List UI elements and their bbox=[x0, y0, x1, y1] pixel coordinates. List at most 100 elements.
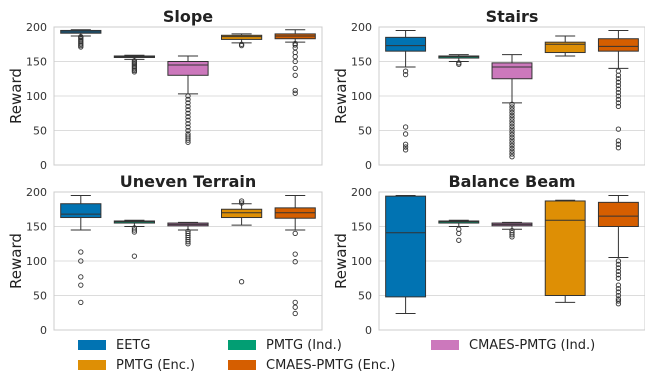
outlier-point bbox=[509, 101, 515, 107]
outlier-point bbox=[615, 289, 622, 295]
y-tick-label: 100 bbox=[351, 255, 372, 268]
outlier-point bbox=[292, 310, 298, 317]
outlier-point bbox=[402, 71, 409, 78]
box-body bbox=[60, 203, 102, 219]
box-cmaes-pmtg-enc bbox=[274, 194, 316, 317]
outlier-point bbox=[185, 117, 191, 123]
y-tick-label: 100 bbox=[26, 90, 47, 103]
legend-item-eetg: EETG bbox=[78, 337, 150, 353]
outlier-point bbox=[615, 141, 622, 147]
box-body bbox=[597, 201, 639, 228]
box-cmaes-pmtg-ind bbox=[491, 221, 533, 240]
legend-item-pmtg-ind: PMTG (Ind.) bbox=[228, 337, 342, 353]
box-pmtg-enc bbox=[221, 33, 263, 49]
box-body bbox=[597, 38, 639, 52]
outlier-point bbox=[78, 299, 84, 306]
box-body bbox=[385, 195, 427, 298]
outlier-point bbox=[131, 69, 138, 75]
outlier-point bbox=[185, 110, 191, 116]
outlier-point bbox=[78, 249, 84, 255]
outlier-point bbox=[509, 137, 515, 143]
outlier-point bbox=[509, 234, 515, 240]
outlier-point bbox=[185, 100, 191, 106]
plot-frame bbox=[53, 26, 323, 166]
outlier-point bbox=[615, 298, 622, 304]
outlier-point bbox=[185, 107, 191, 113]
outlier-point bbox=[615, 285, 622, 292]
outlier-point bbox=[509, 148, 515, 154]
outlier-point bbox=[615, 261, 622, 268]
outlier-point bbox=[509, 126, 515, 132]
outlier-point bbox=[615, 89, 622, 96]
y-tick-label: 100 bbox=[26, 255, 47, 268]
outlier-point bbox=[509, 232, 515, 238]
outlier-point bbox=[509, 118, 515, 124]
legend-swatch-cmaes-pmtg-enc bbox=[228, 360, 256, 370]
outlier-point bbox=[615, 96, 622, 103]
box-pmtg-enc bbox=[221, 198, 263, 285]
outlier-point bbox=[185, 139, 191, 145]
box-pmtg-ind bbox=[438, 219, 480, 243]
box-cmaes-pmtg-enc bbox=[274, 29, 316, 96]
outlier-point bbox=[292, 299, 298, 306]
outlier-point bbox=[238, 200, 245, 206]
outlier-point bbox=[456, 61, 462, 67]
outlier-point bbox=[615, 93, 622, 99]
box-body bbox=[544, 41, 586, 54]
outlier-point bbox=[615, 282, 622, 288]
y-tick-label: 150 bbox=[351, 56, 372, 69]
panel-title: Slope bbox=[163, 7, 213, 26]
panel-uneven-terrain: 0 50 100 150 200 Uneven Terrain Reward bbox=[7, 172, 323, 337]
outlier-point bbox=[292, 230, 298, 237]
y-tick-label: 0 bbox=[40, 159, 47, 172]
outlier-point bbox=[238, 42, 245, 49]
y-axis-label: Reward bbox=[7, 233, 25, 289]
y-axis-label: Reward bbox=[332, 233, 350, 289]
outlier-point bbox=[509, 109, 515, 116]
legend-label-eetg: EETG bbox=[116, 337, 151, 353]
y-tick-label: 0 bbox=[365, 159, 372, 172]
legend-item-cmaes-pmtg-ind: CMAES-PMTG (Ind.) bbox=[431, 337, 595, 353]
outlier-point bbox=[615, 265, 622, 271]
outlier-point bbox=[615, 76, 622, 82]
outlier-point bbox=[615, 268, 622, 274]
outlier-point bbox=[615, 258, 622, 264]
outlier-point bbox=[509, 145, 515, 152]
y-tick-label: 50 bbox=[33, 125, 47, 138]
outlier-point bbox=[185, 114, 191, 120]
box-cmaes-pmtg-enc bbox=[597, 29, 639, 151]
outlier-point bbox=[509, 112, 515, 118]
outlier-point bbox=[509, 115, 515, 121]
outlier-point bbox=[185, 241, 191, 247]
outlier-point bbox=[402, 124, 409, 130]
box-body bbox=[544, 200, 586, 296]
outlier-point bbox=[615, 272, 622, 278]
y-tick-label: 150 bbox=[26, 56, 47, 69]
box-pmtg-enc bbox=[544, 35, 586, 57]
y-axis-label: Reward bbox=[7, 68, 25, 124]
legend: EETG PMTG (Ind.) CMAES-PMTG (Ind.) PMTG … bbox=[78, 337, 638, 373]
plot-frame bbox=[378, 191, 645, 331]
outlier-point bbox=[131, 229, 138, 235]
box-eetg bbox=[60, 194, 102, 306]
plot-frame bbox=[378, 26, 645, 166]
outlier-point bbox=[456, 230, 462, 237]
panel-stairs: 0 50 100 150 200 Stairs Reward bbox=[332, 7, 645, 172]
box-pmtg-ind bbox=[113, 54, 156, 75]
legend-label-cmaes-pmtg-enc: CMAES-PMTG (Enc.) bbox=[266, 357, 396, 373]
outlier-point bbox=[615, 275, 622, 281]
outlier-point bbox=[615, 86, 622, 92]
box-eetg bbox=[385, 29, 427, 153]
legend-label-pmtg-enc: PMTG (Enc.) bbox=[116, 357, 196, 373]
panel-title: Uneven Terrain bbox=[120, 172, 257, 191]
outlier-point bbox=[292, 58, 298, 65]
outlier-point bbox=[509, 134, 515, 141]
box-pmtg-ind bbox=[438, 54, 480, 67]
y-tick-label: 50 bbox=[33, 290, 47, 303]
outlier-point bbox=[615, 126, 622, 132]
box-body bbox=[385, 36, 427, 52]
outlier-point bbox=[292, 87, 298, 94]
panel-balance-beam: 0 50 100 150 200 Balance Beam Reward bbox=[332, 172, 645, 337]
y-axis-label: Reward bbox=[332, 68, 350, 124]
